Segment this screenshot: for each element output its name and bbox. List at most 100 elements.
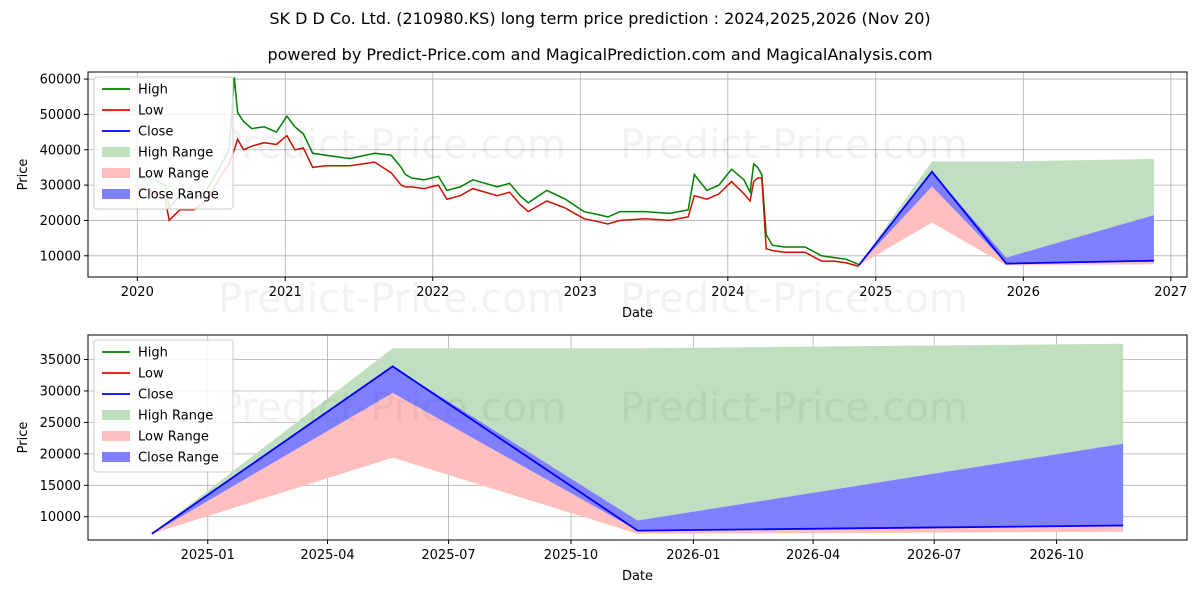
high-range-area [151,343,1124,534]
y-tick-label: 50000 [40,108,81,123]
legend-label: Low Range [138,430,209,445]
low-series-line [137,134,860,268]
chart-title: SK D D Co. Ltd. (210980.KS) long term pr… [269,9,931,28]
y-tick-label: 20000 [40,447,81,462]
y-tick-label: 35000 [40,353,81,368]
y-tick-label: 30000 [40,384,81,399]
x-tick-label: 2026-04 [786,548,840,563]
y-tick-label: 40000 [40,143,81,158]
x-tick: 2025-10 [544,540,598,563]
high-series-line [137,77,860,266]
low-range-area [151,392,1124,534]
x-tick-label: 2026-10 [1029,548,1083,563]
x-axis-label: Date [622,306,653,321]
low-range-area [858,186,1154,266]
y-tick-label: 25000 [40,416,81,431]
y-axis-label: Price [16,422,31,454]
legend-label: Low [138,367,164,382]
x-tick-label: 2021 [269,285,302,300]
legend-label: Low Range [138,167,209,182]
x-tick-label: 2023 [564,285,597,300]
legend-patch-swatch [102,147,130,157]
legend-label: Close [138,125,173,140]
y-tick-label: 30000 [40,179,81,194]
y-tick-label: 60000 [40,73,81,88]
x-tick: 2024 [711,277,744,300]
legend: High Low Close High Range Low Range Close Ran… [93,339,234,473]
x-tick-label: 2025-10 [544,548,598,563]
plot-frame [87,334,1188,541]
legend-label: High Range [138,409,213,424]
legend-patch-swatch [102,168,130,178]
y-tick: 10000 [40,510,88,525]
close-series-line [151,365,1124,535]
y-tick: 25000 [40,416,88,431]
x-tick: 2026-04 [786,540,840,563]
x-tick: 2025-07 [421,540,476,563]
plot-area [151,343,1124,535]
y-tick: 30000 [40,179,88,194]
x-tick-label: 2020 [121,285,154,300]
x-tick: 2021 [269,277,302,300]
x-tick-label: 2025 [859,285,892,300]
x-tick: 2020 [121,277,154,300]
y-tick: 10000 [40,249,88,264]
y-tick: 35000 [40,353,88,368]
legend-label: High [138,83,168,98]
legend-patch-swatch [102,431,130,441]
watermark-text: Predict-Price.com [218,385,566,431]
legend-patch-swatch [102,452,130,462]
watermark-text: Predict-Price.com [620,122,968,168]
x-tick-label: 2025-07 [421,548,475,563]
watermark-text: Predict-Price.com [218,122,566,168]
watermark-text: Predict-Price.com [620,385,968,431]
x-tick: 2026-10 [1029,540,1084,563]
x-tick: 2026-07 [907,540,961,563]
close-range-area [151,366,1124,534]
y-tick: 20000 [40,214,88,229]
legend-label: High Range [138,146,213,161]
plot-area [137,77,1154,268]
y-tick: 20000 [40,447,88,462]
legend-patch-swatch [102,189,130,199]
y-tick: 50000 [40,108,88,123]
y-tick: 40000 [40,143,88,158]
x-tick-label: 2026-07 [907,548,961,563]
y-tick: 30000 [40,384,88,399]
watermark-text: Predict-Price.com [620,276,968,322]
plot-frame [87,71,1188,278]
x-tick: 2026-01 [666,540,721,563]
high-range-area [858,158,1154,266]
legend-label: High [138,346,168,361]
legend-patch-swatch [102,410,130,420]
y-tick-label: 10000 [40,510,81,525]
y-tick: 15000 [40,479,88,494]
x-tick-label: 2024 [711,285,744,300]
x-tick-label: 2027 [1154,285,1187,300]
x-tick-label: 2025-01 [181,548,235,563]
y-tick-label: 15000 [40,479,81,494]
x-tick: 2025-04 [300,540,355,563]
legend-label: Close [138,388,173,403]
watermark-text: Predict-Price.com [218,276,566,322]
x-tick-label: 2026-01 [666,548,720,563]
x-tick: 2023 [564,277,597,300]
x-tick: 2025-01 [181,540,235,563]
x-tick-label: 2025-04 [300,548,354,563]
close-series-line [858,170,1154,266]
y-tick: 60000 [40,73,88,88]
x-tick-label: 2022 [416,285,449,300]
y-tick-label: 10000 [40,249,81,264]
x-tick: 2027 [1154,277,1187,300]
legend-label: Low [138,104,164,119]
x-axis-label: Date [622,569,653,584]
chart-subtitle: powered by Predict-Price.com and Magical… [267,45,933,64]
y-tick-label: 20000 [40,214,81,229]
chart-panel-1: Predict-Price.com Predict-Price.com 2025-0… [16,334,1188,584]
x-tick: 2025 [859,277,892,300]
legend-label: Close Range [138,451,219,466]
legend: High Low Close High Range Low Range Close Ran… [93,76,234,210]
x-tick: 2022 [416,277,449,300]
